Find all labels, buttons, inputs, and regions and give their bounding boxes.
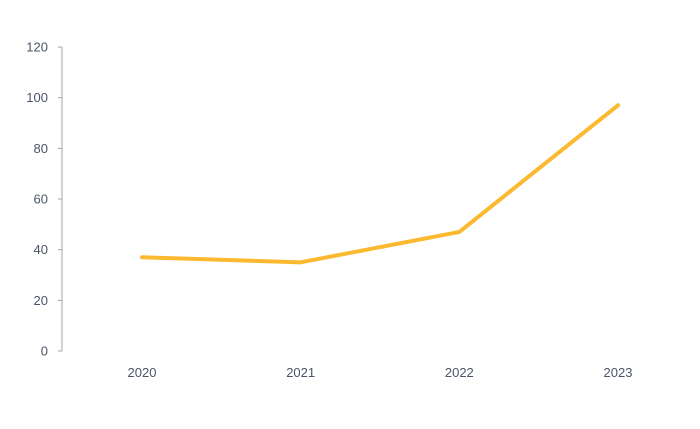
y-tick-label: 100: [26, 90, 48, 105]
y-tick-label: 40: [34, 242, 48, 257]
y-tick-label: 120: [26, 40, 48, 55]
y-tick-label: 80: [34, 141, 48, 156]
y-tick-label: 20: [34, 293, 48, 308]
x-tick-label: 2023: [604, 365, 633, 380]
y-tick-label: 60: [34, 192, 48, 207]
x-tick-label: 2021: [286, 365, 315, 380]
x-axis: 2020 2021 2022 2023: [128, 365, 633, 380]
x-tick-label: 2022: [445, 365, 474, 380]
y-tick-label: 0: [41, 344, 48, 359]
series-group: [140, 103, 620, 265]
series-line: [140, 103, 620, 265]
y-axis: 0 20 40 60 80 100 120: [26, 40, 63, 359]
x-tick-label: 2020: [128, 365, 157, 380]
